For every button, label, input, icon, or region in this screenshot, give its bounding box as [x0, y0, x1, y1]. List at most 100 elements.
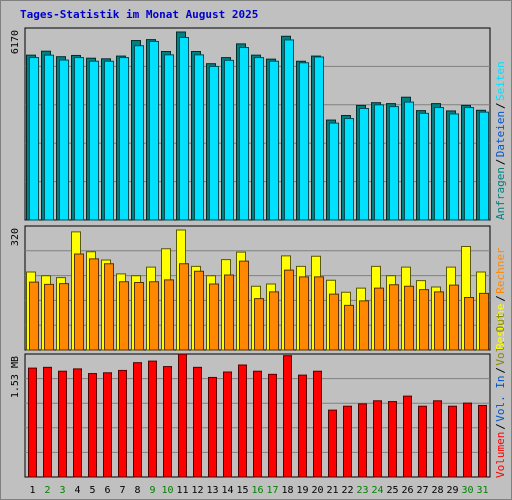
bar-bottom-volumen-15	[238, 364, 247, 478]
bar-middle-rechner-31	[479, 292, 489, 351]
bar-top-seiten-23	[359, 107, 369, 221]
bar-middle-rechner-17	[269, 291, 279, 351]
bar-bottom-volumen-30	[463, 402, 472, 478]
bar-bottom-volumen-25	[388, 401, 397, 478]
bar-middle-rechner-3	[59, 283, 69, 351]
bar-middle-rechner-29	[449, 284, 459, 351]
bar-bottom-volumen-23	[358, 403, 367, 478]
bar-middle-rechner-25	[389, 284, 399, 351]
bar-top-seiten-13	[209, 65, 219, 221]
bar-bottom-volumen-18	[283, 355, 292, 478]
bar-top-seiten-3	[59, 59, 69, 221]
bar-top-seiten-29	[449, 113, 459, 221]
bar-middle-rechner-22	[344, 304, 354, 351]
bar-top-seiten-27	[419, 112, 429, 221]
bar-top-seiten-10	[164, 54, 174, 221]
bar-middle-rechner-15	[239, 260, 249, 351]
bar-middle-rechner-30	[464, 297, 474, 351]
bar-middle-rechner-2	[44, 283, 54, 351]
legend-rechner: Rechner	[494, 247, 507, 294]
bar-top-seiten-9	[149, 40, 159, 221]
x-tick-label-19: 19	[296, 485, 308, 496]
legend-besuche: Besuche	[494, 304, 507, 350]
bar-middle-rechner-10	[164, 279, 174, 351]
bar-bottom-volumen-7	[118, 369, 127, 478]
legend-separator: /	[494, 423, 507, 430]
bar-top-seiten-2	[44, 54, 54, 221]
bar-middle-rechner-21	[329, 293, 339, 351]
bar-middle-rechner-19	[299, 276, 309, 351]
x-tick-label-11: 11	[176, 485, 188, 496]
bar-middle-rechner-13	[209, 283, 219, 351]
bar-top-seiten-24	[374, 104, 384, 221]
bar-bottom-volumen-14	[223, 371, 232, 478]
bar-middle-rechner-26	[404, 285, 414, 351]
x-tick-label-8: 8	[134, 485, 140, 496]
bar-top-seiten-11	[179, 36, 189, 221]
x-tick-label-4: 4	[74, 485, 80, 496]
bar-top-seiten-17	[269, 60, 279, 221]
legend-dateien: Dateien	[494, 111, 507, 157]
bar-top-seiten-25	[389, 106, 399, 221]
bar-middle-rechner-20	[314, 276, 324, 351]
legend-separator: /	[494, 159, 507, 166]
x-tick-label-7: 7	[119, 485, 125, 496]
x-tick-label-13: 13	[206, 485, 218, 496]
legend-separator: /	[494, 102, 507, 109]
bar-top-seiten-4	[74, 57, 84, 221]
bar-bottom-volumen-6	[103, 372, 112, 478]
x-tick-label-6: 6	[104, 485, 110, 496]
bar-bottom-volumen-3	[58, 370, 67, 478]
bar-top-seiten-12	[194, 54, 204, 221]
x-tick-label-3: 3	[59, 485, 65, 496]
bar-top-seiten-8	[134, 45, 144, 221]
y-max-label-bottom: 1.53 MB	[10, 356, 21, 398]
bar-middle-rechner-7	[119, 281, 129, 351]
bar-bottom-volumen-20	[313, 370, 322, 478]
x-tick-label-24: 24	[371, 485, 383, 496]
bar-bottom-volumen-27	[418, 405, 427, 478]
x-tick-label-30: 30	[461, 485, 473, 496]
bar-bottom-volumen-17	[268, 373, 277, 478]
bar-top-seiten-6	[104, 60, 114, 221]
bar-middle-rechner-4	[74, 253, 84, 351]
bar-bottom-volumen-19	[298, 374, 307, 478]
x-tick-label-10: 10	[161, 485, 173, 496]
legend-anfragen: Anfragen	[494, 167, 507, 220]
bar-top-seiten-20	[314, 56, 324, 221]
bar-middle-rechner-11	[179, 263, 189, 351]
legend-separator: /	[494, 367, 507, 374]
legend-separator: /	[494, 295, 507, 302]
bar-top-seiten-21	[329, 122, 339, 221]
bar-middle-rechner-18	[284, 269, 294, 351]
x-tick-label-9: 9	[149, 485, 155, 496]
bar-bottom-volumen-8	[133, 362, 142, 478]
legend-vol-in: Vol. In	[494, 375, 507, 421]
bar-bottom-volumen-26	[403, 395, 412, 478]
bar-top-seiten-7	[119, 57, 129, 221]
x-tick-label-14: 14	[221, 485, 233, 496]
x-tick-label-29: 29	[446, 485, 458, 496]
bar-middle-rechner-6	[104, 263, 114, 351]
x-tick-label-31: 31	[476, 485, 488, 496]
bar-bottom-volumen-4	[73, 368, 82, 478]
bar-bottom-volumen-1	[28, 367, 37, 478]
bar-bottom-volumen-22	[343, 405, 352, 478]
bar-bottom-volumen-29	[448, 405, 457, 478]
bar-top-seiten-31	[479, 111, 489, 221]
bar-middle-rechner-8	[134, 282, 144, 351]
bar-bottom-volumen-2	[43, 366, 52, 478]
x-tick-label-23: 23	[356, 485, 368, 496]
bar-middle-rechner-16	[254, 298, 264, 351]
bar-bottom-volumen-31	[478, 404, 487, 478]
x-tick-label-20: 20	[311, 485, 323, 496]
x-tick-label-25: 25	[386, 485, 398, 496]
x-tick-label-16: 16	[251, 485, 263, 496]
x-tick-label-12: 12	[191, 485, 203, 496]
y-max-label-top: 6170	[10, 30, 21, 54]
x-tick-label-22: 22	[341, 485, 353, 496]
bar-top-seiten-14	[224, 59, 234, 221]
bar-bottom-volumen-5	[88, 373, 97, 478]
bar-bottom-volumen-21	[328, 409, 337, 478]
